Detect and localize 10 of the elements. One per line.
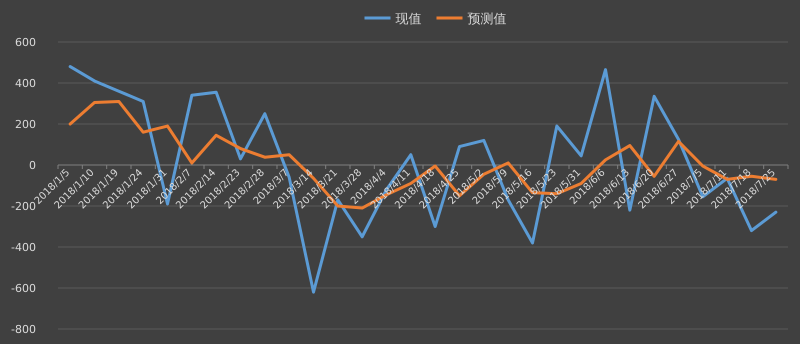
y-tick-label: -400 <box>11 241 36 254</box>
y-tick-label: 200 <box>15 118 36 131</box>
y-tick-label: -600 <box>11 282 36 295</box>
legend-label: 预测值 <box>468 12 506 27</box>
y-tick-label: 400 <box>15 77 36 90</box>
y-tick-label: 600 <box>15 36 36 49</box>
legend-label: 现值 <box>396 12 422 27</box>
y-tick-label: 0 <box>29 159 36 172</box>
y-tick-label: -200 <box>11 200 36 213</box>
y-tick-label: -800 <box>11 323 36 336</box>
